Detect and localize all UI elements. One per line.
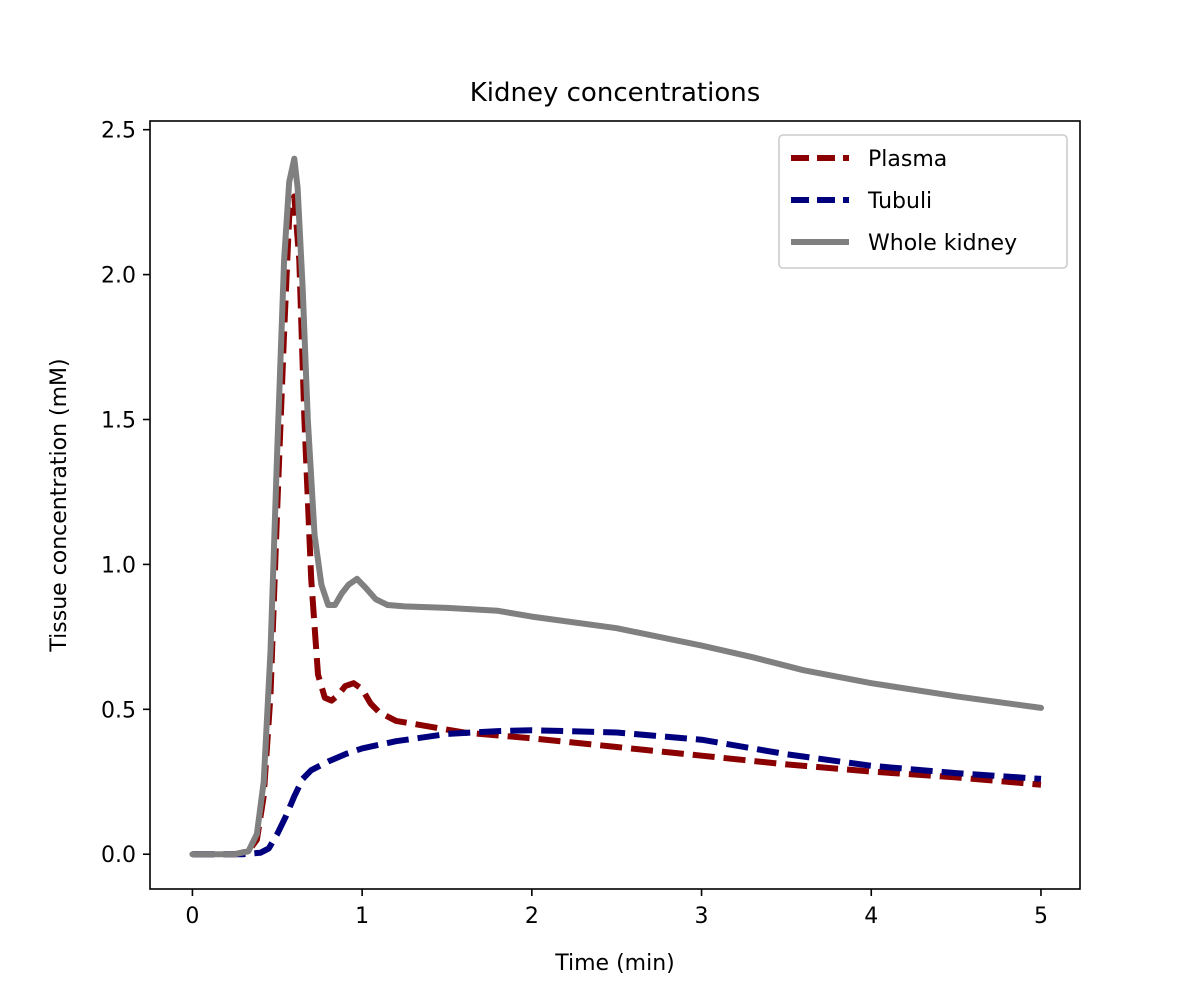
legend-box (778, 134, 1068, 269)
series-line-plasma (192, 193, 1042, 858)
y-tick-label: 2.5 (101, 119, 136, 144)
x-tick-label: 4 (864, 904, 878, 929)
legend: Plasma Tubuli Whole kidney (778, 134, 1068, 269)
y-tick-label: 2.0 (101, 264, 136, 289)
x-tick-label: 1 (355, 904, 369, 929)
series-layer (189, 155, 1044, 858)
series-line-whole-kidney (189, 155, 1044, 858)
y-axis-label: Tissue concentration (mM) (47, 358, 72, 652)
y-tick-label: 1.0 (101, 553, 136, 578)
plot-frame (149, 120, 1081, 890)
series-line-tubuli (192, 727, 1042, 858)
legend-label: Whole kidney (868, 231, 1017, 256)
legend-label: Tubuli (867, 189, 932, 214)
x-tick-label: 5 (1034, 904, 1048, 929)
x-axis-label: Time (min) (554, 951, 675, 976)
y-tick-label: 1.5 (101, 409, 136, 434)
y-tick-label: 0.5 (101, 698, 136, 723)
y-axis: 0.0 0.5 1.0 1.5 2.0 2.5 (101, 119, 150, 868)
x-tick-label: 2 (525, 904, 539, 929)
x-tick-label: 3 (695, 904, 709, 929)
x-tick-label: 0 (185, 904, 199, 929)
y-tick-label: 0.0 (101, 843, 136, 868)
x-axis: 0 1 2 3 4 5 (185, 889, 1048, 929)
legend-label: Plasma (868, 147, 947, 172)
chart-title: Kidney concentrations (470, 78, 761, 108)
